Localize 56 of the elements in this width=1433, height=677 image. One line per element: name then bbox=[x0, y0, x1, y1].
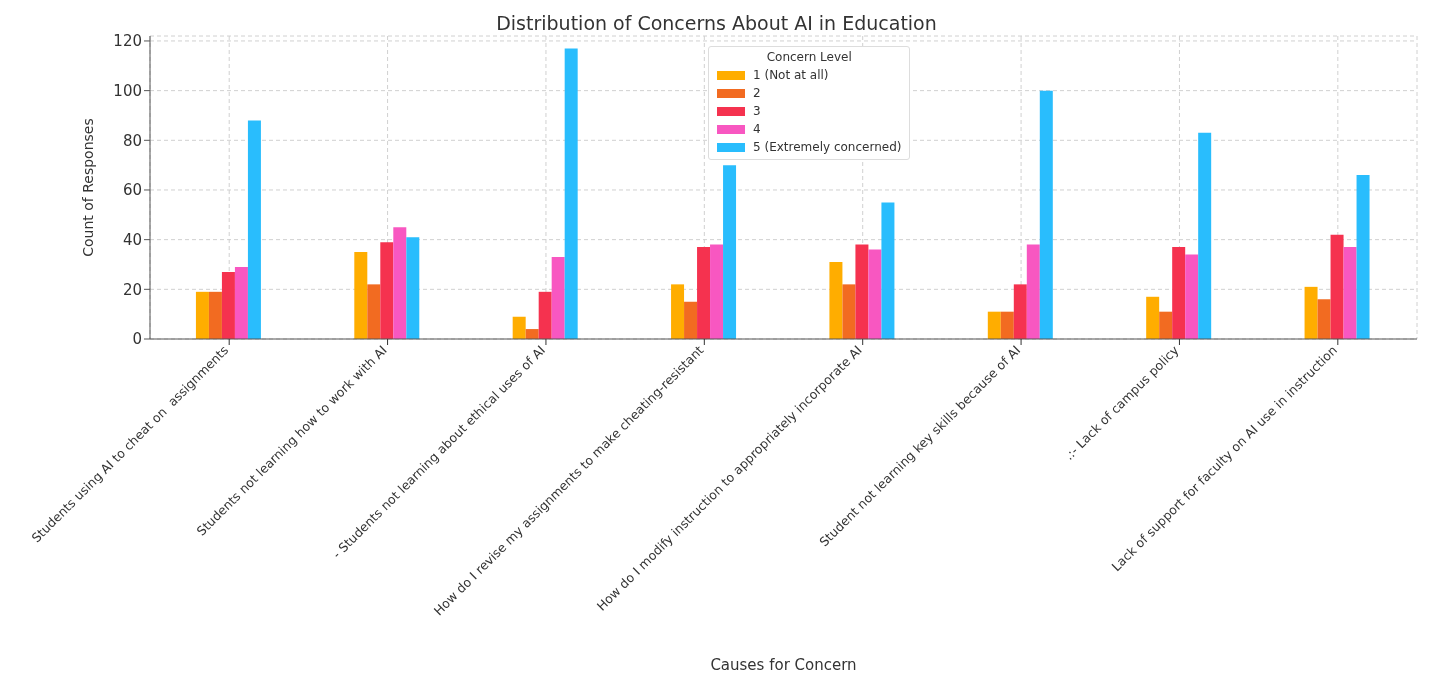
bar bbox=[723, 165, 737, 339]
bar bbox=[987, 311, 1001, 339]
bar bbox=[671, 284, 685, 339]
legend-title: Concern Level bbox=[765, 50, 853, 64]
bar bbox=[1159, 311, 1173, 339]
y-tick-label: 120 bbox=[113, 32, 142, 51]
bar bbox=[710, 244, 724, 339]
bar bbox=[1343, 247, 1357, 339]
legend-label: 2 bbox=[753, 86, 761, 100]
bar bbox=[393, 227, 407, 339]
bar bbox=[551, 257, 565, 339]
bar bbox=[221, 271, 235, 339]
legend-label: 5 (Extremely concerned) bbox=[753, 140, 902, 154]
bar bbox=[564, 48, 578, 339]
y-tick-label: 80 bbox=[122, 131, 142, 150]
bar bbox=[1330, 234, 1344, 339]
bar bbox=[1013, 284, 1027, 339]
legend-label: 3 bbox=[753, 104, 761, 118]
bar bbox=[1304, 286, 1318, 339]
bar bbox=[881, 202, 895, 339]
y-tick-label: 20 bbox=[122, 280, 142, 299]
legend-label: 1 (Not at all) bbox=[753, 68, 829, 82]
bar bbox=[406, 237, 420, 339]
x-axis-title: Causes for Concern bbox=[710, 656, 857, 674]
bar bbox=[1356, 175, 1370, 339]
bar bbox=[697, 247, 711, 339]
y-tick-label: 0 bbox=[132, 330, 142, 349]
bar bbox=[855, 244, 869, 339]
legend-label: 4 bbox=[753, 122, 761, 136]
bar bbox=[684, 301, 698, 339]
bar bbox=[247, 120, 261, 339]
bar bbox=[195, 291, 209, 339]
bar bbox=[829, 262, 843, 339]
chart-title: Distribution of Concerns About AI in Education bbox=[495, 12, 938, 34]
bar bbox=[1317, 299, 1331, 339]
bar bbox=[1172, 247, 1186, 339]
bar bbox=[525, 329, 539, 339]
bar bbox=[1146, 296, 1160, 339]
bar bbox=[1198, 132, 1212, 339]
bar bbox=[868, 249, 882, 339]
bar bbox=[842, 284, 856, 339]
bar bbox=[380, 242, 394, 339]
bar bbox=[1000, 311, 1014, 339]
bar bbox=[538, 291, 552, 339]
bar bbox=[512, 316, 526, 339]
bar bbox=[1039, 90, 1053, 339]
y-tick-label: 100 bbox=[113, 81, 142, 100]
bar bbox=[354, 252, 368, 339]
bar bbox=[1026, 244, 1040, 339]
bar bbox=[1185, 254, 1199, 339]
bar bbox=[367, 284, 381, 339]
y-tick-label: 60 bbox=[122, 181, 142, 200]
y-axis-title: Count of Responses bbox=[79, 118, 96, 257]
y-tick-label: 40 bbox=[122, 230, 142, 249]
bar bbox=[234, 266, 248, 339]
bar bbox=[208, 291, 222, 339]
